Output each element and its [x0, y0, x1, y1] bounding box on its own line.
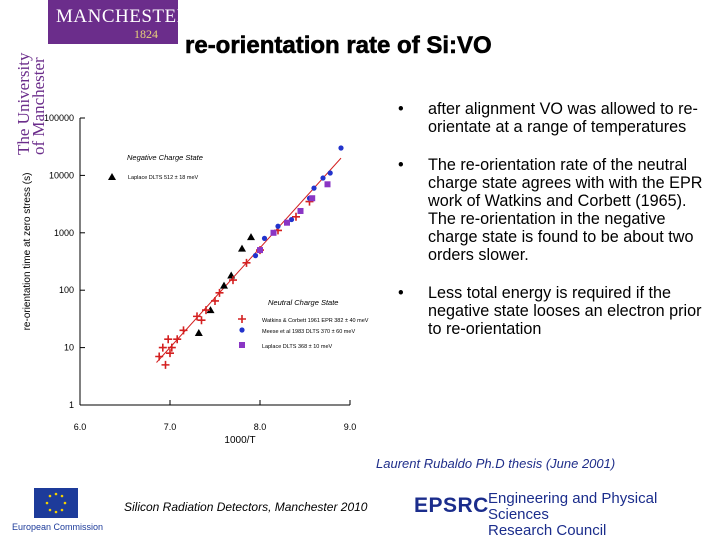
- bullet-marker: •: [398, 284, 404, 302]
- bullet-marker: •: [398, 100, 404, 118]
- bullet-text: after alignment VO was allowed to re-ori…: [428, 100, 698, 136]
- data-point-triangle: [238, 244, 246, 252]
- data-point-triangle: [194, 328, 203, 336]
- data-point-circle: [327, 170, 333, 176]
- reorientation-chart: 1 10 100 1000 10000 100000 6.0 7.0 8.0 9.0 1000/T r…: [22, 113, 369, 445]
- data-point-square: [297, 207, 304, 214]
- data-point-circle: [261, 235, 268, 241]
- data-point-circle: [338, 145, 344, 151]
- logo-wordmark: MANCHESTER: [56, 6, 190, 27]
- data-point-plus: [155, 352, 164, 361]
- x-axis-label: 1000/T: [224, 435, 255, 445]
- data-point-triangle: [220, 281, 228, 289]
- epsrc-logo: EPSRC: [414, 494, 489, 517]
- bullet-marker: •: [398, 156, 404, 174]
- data-point-square: [270, 229, 277, 236]
- citation: Laurent Rubaldo Ph.D thesis (June 2001): [376, 456, 616, 471]
- y-axis-label: re-orientation time at zero stress (s): [22, 173, 33, 331]
- data-point-plus: [292, 212, 300, 221]
- data-point-circle: [311, 185, 317, 191]
- data-point-circle: [288, 216, 295, 223]
- data-point-plus: [229, 276, 237, 285]
- data-point-plus: [215, 288, 224, 297]
- bullet-text: Less total energy is required if the neg…: [428, 284, 702, 338]
- data-point-circle: [320, 175, 326, 181]
- data-point-plus: [193, 312, 201, 321]
- data-point-circle: [239, 327, 245, 333]
- data-point-square: [239, 342, 245, 348]
- data-point-triangle: [108, 173, 116, 180]
- logo-year: 1824: [134, 27, 158, 41]
- epsrc-name: Engineering and Physical Sciences Resear…: [488, 491, 720, 539]
- data-point-square: [257, 247, 263, 254]
- y-tick-label: 100: [59, 285, 74, 295]
- x-tick-label: 6.0: [74, 422, 87, 432]
- data-point-plus: [161, 360, 170, 369]
- neutral-fit-line: [156, 157, 342, 363]
- data-point-plus: [238, 315, 246, 323]
- bullet-list: • after alignment VO was allowed to re-o…: [398, 100, 706, 358]
- legend-entry: Watkins & Corbett 1961 EPR 382 ± 40 meV: [262, 318, 369, 324]
- eu-label: European Commission: [12, 522, 104, 532]
- bullet-item: • Less total energy is required if the n…: [398, 284, 706, 338]
- y-tick-label: 10000: [49, 170, 74, 180]
- x-tick-label: 7.0: [164, 422, 177, 432]
- data-point-plus: [167, 343, 176, 352]
- data-point-plus: [197, 316, 206, 325]
- y-tick-label: 100000: [44, 113, 74, 123]
- x-tick-label: 8.0: [254, 422, 267, 432]
- bullet-item: • after alignment VO was allowed to re-o…: [398, 100, 706, 136]
- slide-title: re-orientation rate of Si:VO: [185, 32, 492, 60]
- data-point-plus: [158, 343, 167, 352]
- y-tick-label: 1: [69, 400, 74, 410]
- x-tick-label: 9.0: [344, 422, 357, 432]
- eu-flag-icon: [34, 488, 78, 518]
- data-point-plus: [166, 349, 174, 358]
- data-point-plus: [211, 296, 219, 305]
- data-point-plus: [164, 335, 173, 344]
- legend-entry-negative: Laplace DLTS 512 ± 18 meV: [128, 175, 199, 181]
- data-point-triangle: [206, 306, 215, 314]
- bullet-item: • The re-orientation rate of the neutral…: [398, 156, 706, 264]
- legend-entry: Laplace DLTS 368 ± 10 meV: [262, 344, 333, 350]
- eu-stars-icon: [45, 492, 67, 514]
- legend-entry: Meese et al 1983 DLTS 370 ± 60 meV: [262, 329, 355, 335]
- footer-text: Silicon Radiation Detectors, Manchester …: [124, 500, 368, 514]
- data-point-triangle: [227, 271, 236, 279]
- y-tick-label: 10: [64, 343, 74, 353]
- data-point-square: [324, 181, 331, 188]
- data-point-circle: [252, 253, 259, 259]
- data-point-triangle: [247, 233, 255, 241]
- data-point-square: [309, 195, 316, 202]
- epsrc-line-2: Research Council: [488, 522, 607, 539]
- y-tick-label: 1000: [54, 228, 74, 238]
- data-point-circle: [275, 223, 281, 229]
- data-point-plus: [242, 258, 251, 267]
- bullet-text: The re-orientation rate of the neutral c…: [428, 156, 703, 264]
- university-logo: MANCHESTER 1824: [48, 0, 189, 44]
- data-point-plus: [173, 335, 182, 344]
- neutral-state-label: Neutral Charge State: [268, 298, 338, 307]
- data-point-plus: [179, 326, 188, 335]
- data-point-square: [284, 219, 290, 226]
- negative-state-label: Negative Charge State: [127, 153, 203, 162]
- epsrc-line-1: Engineering and Physical Sciences: [488, 490, 658, 523]
- data-point-plus: [202, 306, 210, 315]
